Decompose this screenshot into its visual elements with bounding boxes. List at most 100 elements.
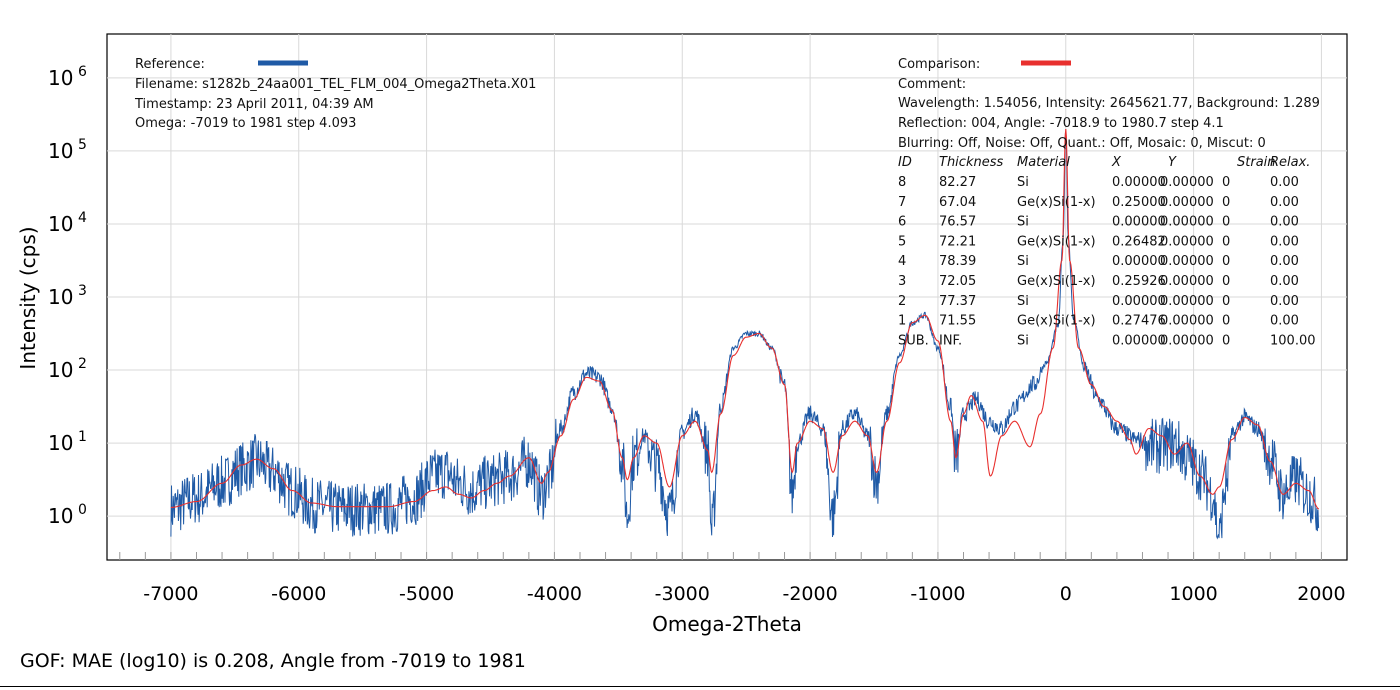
comparison-comment: Comment: (898, 77, 966, 92)
x-tick-label: -1000 (910, 583, 965, 605)
y-tick-exponent: 3 (78, 283, 87, 299)
layer-table-cell: 78.39 (939, 254, 976, 269)
layer-table-cell: 0.00000 (1160, 195, 1214, 210)
layer-table-cell: 0.00000 (1160, 314, 1214, 329)
reference-title: Reference: (135, 57, 205, 72)
y-tick-label: 10 (48, 212, 73, 236)
layer-table-cell: Ge(x)Si(1-x) (1017, 314, 1096, 329)
y-tick-label: 10 (48, 504, 73, 528)
layer-table-cell: 0 (1222, 314, 1230, 329)
layer-table-cell: 72.05 (939, 274, 976, 289)
layer-table-cell: 0 (1222, 254, 1230, 269)
y-tick-exponent: 5 (78, 137, 87, 153)
layer-table-cell: INF. (939, 333, 962, 348)
layer-table-cell: SUB. (898, 333, 929, 348)
layer-table-cell: 2 (898, 294, 906, 309)
layer-table-cell: 0.00000 (1160, 333, 1214, 348)
layer-table-cell: 4 (898, 254, 906, 269)
layer-table-cell: 100.00 (1270, 333, 1316, 348)
x-minor-ticks (119, 552, 1322, 560)
layer-table-cell: 0.00 (1270, 215, 1299, 230)
comparison-reflection: Reflection: 004, Angle: -7018.9 to 1980.… (898, 116, 1224, 131)
y-tick-exponent: 6 (78, 64, 87, 80)
layer-table-cell: 0.25926 (1112, 274, 1166, 289)
y-tick-label: 10 (48, 139, 73, 163)
y-tick-labels: 10 0 10 1 10 2 10 3 10 4 10 5 10 6 (48, 64, 87, 528)
x-tick-label: 1000 (1169, 583, 1217, 605)
x-tick-label: -5000 (399, 583, 454, 605)
x-tick-label: 2000 (1297, 583, 1345, 605)
layer-table-cell: 0.00000 (1112, 175, 1166, 190)
y-tick-label: 10 (48, 66, 73, 90)
layer-table-header: Material (1017, 155, 1070, 170)
y-tick-exponent: 4 (78, 210, 87, 226)
y-tick-label: 10 (48, 358, 73, 382)
layer-table-cell: Si (1017, 254, 1029, 269)
layer-table-cell: 7 (898, 195, 906, 210)
layer-table-cell: Si (1017, 333, 1029, 348)
layer-table-cell: 0.00 (1270, 314, 1299, 329)
x-tick-label: -3000 (655, 583, 710, 605)
layer-table-cell: 8 (898, 175, 906, 190)
x-tick-label: -6000 (271, 583, 326, 605)
layer-table-cell: 0.00000 (1112, 333, 1166, 348)
layer-table-cell: 0 (1222, 333, 1230, 348)
layer-table-header: ID (898, 155, 912, 170)
gridlines (107, 34, 1347, 560)
comparison-wavelength: Wavelength: 1.54056, Intensity: 2645621.… (898, 96, 1320, 111)
layer-table-cell: 0.00000 (1112, 215, 1166, 230)
layer-table-cell: 0.27476 (1112, 314, 1166, 329)
layer-table-cell: Ge(x)Si(1-x) (1017, 195, 1096, 210)
comparison-info: Comparison: Comment: Wavelength: 1.54056… (898, 57, 1320, 348)
layer-table-cell: 0 (1222, 215, 1230, 230)
y-tick-label: 10 (48, 285, 73, 309)
layer-table-cell: 0.00000 (1160, 294, 1214, 309)
layer-table-cell: Si (1017, 294, 1029, 309)
layer-table-cell: Ge(x)Si(1-x) (1017, 234, 1096, 249)
layer-table-cell: 1 (898, 314, 906, 329)
layer-table-cell: 0.00 (1270, 294, 1299, 309)
y-axis-title: Intensity (cps) (16, 226, 40, 369)
comparison-blurring: Blurring: Off, Noise: Off, Quant.: Off, … (898, 136, 1266, 151)
layer-table-cell: 77.37 (939, 294, 976, 309)
layer-table-cell: 0 (1222, 274, 1230, 289)
x-tick-label: -7000 (143, 583, 198, 605)
layer-table-cell: 0.26482 (1112, 234, 1166, 249)
layer-table-header: Strain (1237, 155, 1276, 170)
layer-table-cell: 82.27 (939, 175, 976, 190)
bottom-divider (0, 686, 1400, 687)
layer-table-cell: 71.55 (939, 314, 976, 329)
layer-table-cell: 0.00 (1270, 274, 1299, 289)
series-layer (170, 128, 1320, 540)
layer-table-cell: 0.00000 (1160, 215, 1214, 230)
reference-omega: Omega: -7019 to 1981 step 4.093 (135, 116, 356, 131)
reference-info: Reference: Filename: s1282b_24aa001_TEL_… (134, 57, 536, 131)
layer-table-cell: 67.04 (939, 195, 976, 210)
layer-table-header: Relax. (1270, 155, 1310, 170)
reference-timestamp: Timestamp: 23 April 2011, 04:39 AM (134, 97, 374, 112)
layer-table-cell: 0 (1222, 294, 1230, 309)
layer-table-cell: 0 (1222, 175, 1230, 190)
layer-table-cell: 76.57 (939, 215, 976, 230)
layer-table-cell: 5 (898, 234, 906, 249)
layer-table-cell: 0.00000 (1160, 234, 1214, 249)
layer-table-cell: 0 (1222, 195, 1230, 210)
layer-table-cell: 0.00 (1270, 254, 1299, 269)
comparison-series-line (170, 128, 1320, 510)
x-tick-label: 0 (1060, 583, 1072, 605)
layer-table-cell: 3 (898, 274, 906, 289)
y-tick-exponent: 2 (78, 356, 87, 372)
layer-table-cell: 0.00000 (1112, 254, 1166, 269)
layer-table-header: Thickness (939, 155, 1003, 170)
layer-table-cell: Si (1017, 175, 1029, 190)
layer-table-cell: Ge(x)Si(1-x) (1017, 274, 1096, 289)
layer-table-cell: 0.00000 (1112, 294, 1166, 309)
x-tick-label: -2000 (782, 583, 837, 605)
layer-table-cell: 0 (1222, 234, 1230, 249)
layer-table-header: X (1111, 155, 1122, 170)
layer-table-cell: 0.25000 (1112, 195, 1166, 210)
y-tick-label: 10 (48, 431, 73, 455)
layer-table-cell: 6 (898, 215, 906, 230)
